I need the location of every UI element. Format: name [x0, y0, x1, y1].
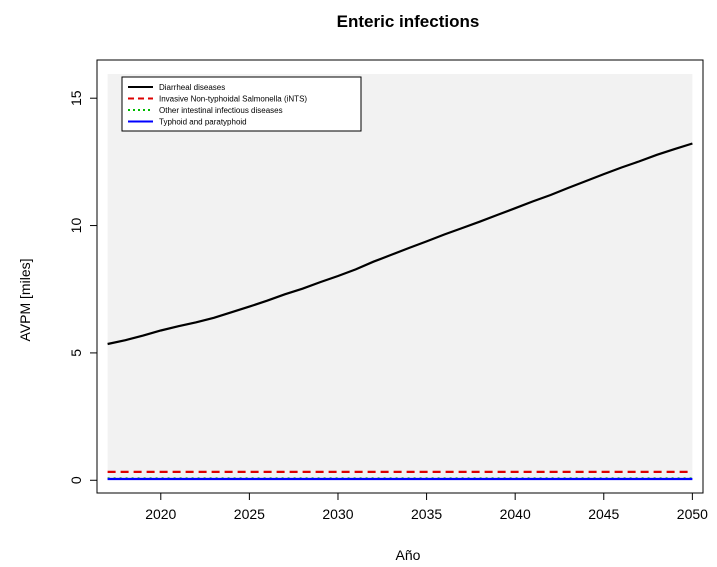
x-axis: 2020 2025 2030 2035 2040 2045 2050 [145, 492, 708, 522]
legend: Diarrheal diseases Invasive Non-typhoidal… [121, 76, 362, 132]
y-axis-label: AVPM [miles] [17, 259, 33, 342]
chart-title: Enteric infections [337, 12, 480, 31]
legend-label-3: Other intestinal infectious diseases [159, 106, 283, 115]
y-tick-label: 15 [68, 90, 84, 106]
plot-background [107, 74, 693, 479]
series-layer [107, 142, 693, 481]
x-tick-label: 2020 [145, 506, 176, 522]
x-tick-label: 2035 [411, 506, 442, 522]
legend-label-4: Typhoid and paratyphoid [159, 118, 247, 127]
y-tick-label: 5 [68, 349, 84, 357]
series-line-1 [107, 142, 693, 346]
legend-box [121, 76, 362, 132]
y-axis: 0 5 10 15 [68, 90, 98, 484]
x-tick-label: 2045 [588, 506, 619, 522]
x-tick-label: 2030 [322, 506, 353, 522]
x-tick-label: 2040 [500, 506, 531, 522]
y-tick-label: 0 [68, 476, 84, 484]
y-tick-label: 10 [68, 218, 84, 234]
x-tick-label: 2025 [234, 506, 265, 522]
x-tick-label: 2050 [677, 506, 708, 522]
legend-label-1: Diarrheal diseases [159, 83, 225, 92]
x-axis-label: Año [396, 547, 421, 563]
legend-label-2: Invasive Non-typhoidal Salmonella (iNTS) [159, 95, 307, 104]
